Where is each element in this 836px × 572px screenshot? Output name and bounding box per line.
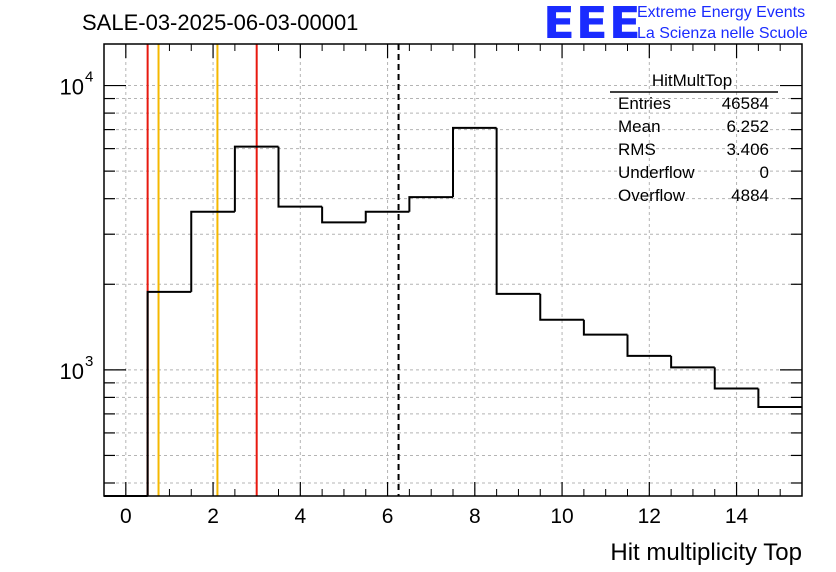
x-axis-title: Hit multiplicity Top xyxy=(610,539,802,566)
stats-title: HitMultTop xyxy=(652,71,732,90)
tick-layer xyxy=(104,44,802,496)
histogram-bin xyxy=(539,293,584,321)
stats-value-entries: 46584 xyxy=(722,94,769,113)
stats-label-entries: Entries xyxy=(618,94,671,113)
histogram-bin xyxy=(713,367,759,390)
stats-label-rms: RMS xyxy=(618,140,656,159)
histogram-bin xyxy=(146,290,192,496)
stats-label-underflow: Underflow xyxy=(618,163,695,182)
histogram-bin xyxy=(626,334,672,357)
histogram-layer xyxy=(104,126,802,497)
histogram-bin xyxy=(408,196,453,212)
x-tick-label: 4 xyxy=(294,505,306,528)
marker-lines xyxy=(146,44,400,496)
y-tick-label-base: 10 xyxy=(60,359,84,384)
histogram-bin xyxy=(582,319,628,336)
stats-label-mean: Mean xyxy=(618,117,661,136)
x-tick-label: 0 xyxy=(120,505,132,528)
stats-value-underflow: 0 xyxy=(760,163,769,182)
x-tick-label: 6 xyxy=(382,505,394,528)
run-title: SALE-03-2025-06-03-00001 xyxy=(82,10,359,35)
logo-subtitle-line-2: La Scienza nelle Scuole xyxy=(637,25,808,42)
histogram-bin xyxy=(757,388,802,409)
grid-layer xyxy=(104,44,802,496)
histogram-bin xyxy=(233,145,279,212)
histogram-bin xyxy=(277,146,323,208)
y-tick-label-base: 10 xyxy=(60,75,84,100)
y-tick-label-exponent: 4 xyxy=(85,69,93,86)
histogram-bin xyxy=(190,210,235,292)
stats-label-overflow: Overflow xyxy=(618,186,686,205)
x-tick-label: 10 xyxy=(550,505,573,528)
stats-box: HitMultTop Entries 46584 Mean 6.252 RMS … xyxy=(610,71,778,205)
eee-logo: EEE xyxy=(543,0,642,49)
stats-value-rms: 3.406 xyxy=(726,140,769,159)
x-tick-label: 14 xyxy=(725,505,749,528)
histogram-bin xyxy=(670,355,715,369)
y-tick-label-exponent: 3 xyxy=(85,353,93,370)
x-tick-label: 12 xyxy=(638,505,661,528)
histogram-bin xyxy=(495,127,541,295)
stats-value-overflow: 4884 xyxy=(731,186,769,205)
x-tick-label: 8 xyxy=(469,505,481,528)
stats-value-mean: 6.252 xyxy=(726,117,769,136)
minor-ticks xyxy=(103,44,803,496)
histogram-bin xyxy=(452,126,497,198)
x-tick-label: 2 xyxy=(207,505,219,528)
plot-frame xyxy=(103,43,803,497)
histogram-bin xyxy=(364,210,410,223)
logo-subtitle-line-1: Extreme Energy Events xyxy=(637,4,806,21)
histogram-bin xyxy=(321,206,366,224)
